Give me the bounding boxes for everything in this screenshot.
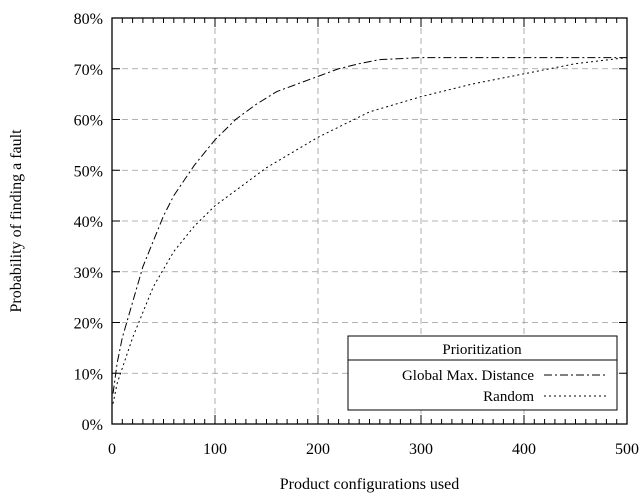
x-tick-label: 0 xyxy=(108,441,116,458)
y-tick-label: 60% xyxy=(74,113,103,130)
y-tick-label: 70% xyxy=(74,62,103,79)
x-tick-label: 300 xyxy=(409,441,433,458)
legend-label-global-max-distance: Global Max. Distance xyxy=(402,368,534,384)
y-tick-label: 0% xyxy=(82,417,103,434)
legend-title: Prioritization xyxy=(442,342,522,358)
legend-box xyxy=(347,335,618,411)
series-lines xyxy=(112,57,628,404)
x-tick-label: 200 xyxy=(306,441,330,458)
x-tick-label: 400 xyxy=(512,441,536,458)
x-tick-label: 100 xyxy=(203,441,227,458)
tick-labels: 0 100 200 300 400 500 0% 10% 20% 30% 40% 50% 60% 70% 8… xyxy=(74,11,639,458)
y-tick-label: 40% xyxy=(74,214,103,231)
y-tick-label: 10% xyxy=(74,366,103,383)
y-axis-label: Probability of finding a fault xyxy=(8,129,25,313)
series-line-random xyxy=(112,57,628,404)
plot-area-frame xyxy=(111,17,628,425)
grid xyxy=(112,18,627,424)
y-tick-label: 30% xyxy=(74,265,103,282)
series-line-global-max-distance xyxy=(112,57,627,394)
x-axis-label: Product configurations used xyxy=(280,476,460,493)
y-tick-label: 50% xyxy=(74,163,103,180)
legend: Prioritization Global Max. Distance Rand… xyxy=(347,335,618,411)
y-tick-label: 20% xyxy=(74,316,103,333)
y-tick-label: 80% xyxy=(74,11,103,28)
legend-label-random: Random xyxy=(483,389,534,405)
x-tick-label: 500 xyxy=(615,441,639,458)
